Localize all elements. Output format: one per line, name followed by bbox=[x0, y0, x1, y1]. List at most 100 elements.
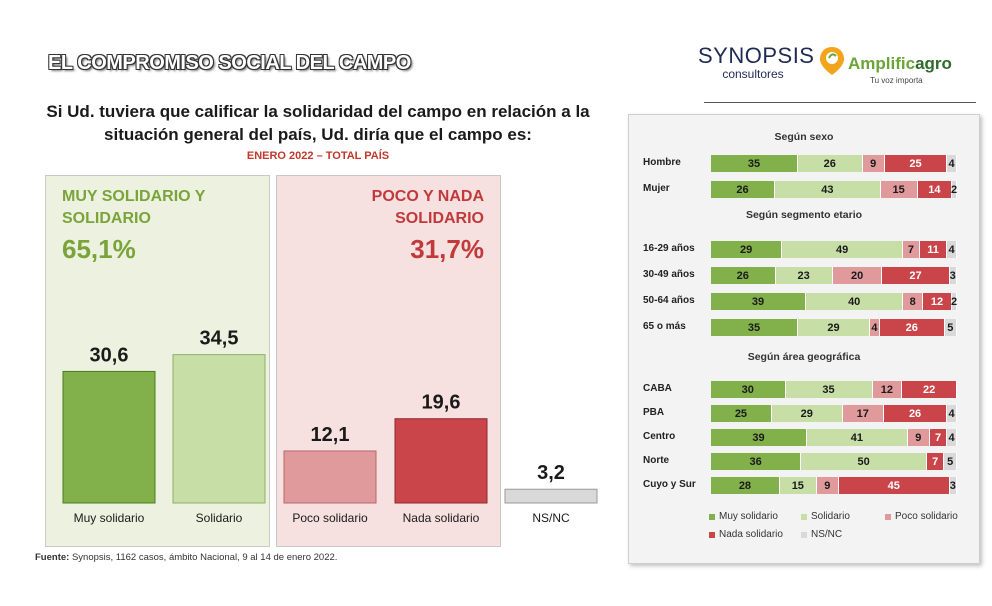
bar-segment-nada-solidario: 25 bbox=[884, 155, 948, 172]
legend-swatch bbox=[801, 531, 807, 538]
positive-group-label: MUY SOLIDARIO Y SOLIDARIO bbox=[62, 188, 206, 227]
category-label: Solidario bbox=[196, 511, 243, 525]
bar-poco-solidario bbox=[283, 450, 377, 504]
bar-segment-poco-solidario: 20 bbox=[832, 267, 883, 284]
category-label: Muy solidario bbox=[74, 511, 145, 525]
bar-segment-solidario: 15 bbox=[779, 477, 817, 494]
bar-segment-muy-solidario: 28 bbox=[711, 477, 780, 494]
positive-group-total: 65,1% bbox=[62, 234, 136, 264]
breakdown-row: 30-49 años 26 23 20 27 3 bbox=[643, 267, 973, 284]
bar-segment-muy-solidario: 30 bbox=[711, 381, 786, 398]
synopsis-logo: SYNOPSIS consultores bbox=[698, 43, 815, 81]
legend-item: NS/NC bbox=[801, 529, 842, 540]
bar-value-label: 12,1 bbox=[311, 424, 350, 446]
bar-segment-solidario: 26 bbox=[797, 155, 863, 172]
legend-item: Nada solidario bbox=[709, 529, 783, 540]
bar-segment-solidario: 29 bbox=[771, 405, 843, 422]
bar-segment-nada-solidario: 26 bbox=[883, 405, 948, 422]
legend-item: Poco solidario bbox=[885, 511, 958, 522]
stacked-bar: 39 40 8 12 2 bbox=[711, 293, 957, 310]
breakdown-row: 50-64 años 39 40 8 12 2 bbox=[643, 293, 973, 310]
location-pin-icon bbox=[820, 47, 844, 75]
bar-segment-poco-solidario: 15 bbox=[880, 181, 918, 198]
bar-segment-nada-solidario: 22 bbox=[902, 381, 957, 398]
bar-segment-nada-solidario: 27 bbox=[882, 267, 950, 284]
source-note: Fuente: Synopsis, 1162 casos, ámbito Nac… bbox=[35, 552, 338, 563]
bar-segment-nada-solidario: 7 bbox=[929, 429, 948, 446]
survey-subtitle: ENERO 2022 – TOTAL PAÍS bbox=[246, 150, 390, 162]
row-label: Hombre bbox=[643, 157, 681, 168]
bar-segment-solidario: 50 bbox=[801, 453, 927, 470]
row-label: Cuyo y Sur bbox=[643, 479, 696, 490]
row-label: Centro bbox=[643, 431, 676, 442]
bar-segment-nada-solidario: 12 bbox=[922, 293, 953, 310]
category-label: Nada solidario bbox=[403, 511, 480, 525]
breakdown-row: PBA 25 29 17 26 4 bbox=[643, 405, 973, 422]
legend-swatch bbox=[709, 513, 715, 520]
bar-segment-poco-solidario: 9 bbox=[862, 155, 885, 172]
bar-segment-muy-solidario: 35 bbox=[711, 155, 798, 172]
legend-label: Muy solidario bbox=[719, 511, 778, 522]
amplificagro-tagline: Tu voz importa bbox=[870, 76, 923, 85]
bar-segment-solidario: 29 bbox=[797, 319, 871, 336]
bar-segment-poco-solidario: 7 bbox=[902, 241, 921, 258]
legend-label: NS/NC bbox=[811, 529, 843, 540]
bar-segment-solidario: 49 bbox=[782, 241, 903, 258]
breakdown-row: Centro 39 41 9 7 4 bbox=[643, 429, 973, 446]
bar-segment-muy-solidario: 35 bbox=[711, 319, 798, 336]
bar-segment-ns-nc: 4 bbox=[947, 405, 957, 422]
row-label: 65 o más bbox=[643, 321, 686, 332]
bar-solidario bbox=[172, 354, 266, 504]
bar-segment-muy-solidario: 39 bbox=[711, 293, 806, 310]
row-label: 30-49 años bbox=[643, 269, 695, 280]
bar-segment-solidario: 43 bbox=[774, 181, 881, 198]
bar-segment-nada-solidario: 14 bbox=[917, 181, 953, 198]
breakdown-row: Norte 36 50 7 5 bbox=[643, 453, 973, 470]
amplificagro-logo-text: Amplificagro bbox=[848, 54, 952, 73]
bar-value-label: 3,2 bbox=[537, 462, 565, 484]
section-title: Según sexo bbox=[774, 131, 834, 143]
bar-segment-nada-solidario: 45 bbox=[838, 477, 950, 494]
bar-segment-muy-solidario: 25 bbox=[711, 405, 772, 422]
stacked-bar: 29 49 7 11 4 bbox=[711, 241, 957, 258]
legend-swatch bbox=[885, 513, 891, 520]
row-label: CABA bbox=[643, 383, 672, 394]
category-label: Poco solidario bbox=[292, 511, 368, 525]
negative-group-label: POCO Y NADA SOLIDARIO bbox=[371, 188, 484, 227]
bar-segment-nada-solidario: 7 bbox=[926, 453, 945, 470]
bar-segment-nada-solidario: 11 bbox=[920, 241, 948, 258]
bar-ns-nc bbox=[504, 488, 598, 504]
row-label: 16-29 años bbox=[643, 243, 695, 254]
breakdown-panel: Muy solidario Solidario Poco solidario Nada… bbox=[628, 114, 980, 564]
legend-item: Muy solidario bbox=[709, 511, 778, 522]
survey-question: Si Ud. tuviera que calificar la solidari… bbox=[46, 102, 590, 144]
synopsis-logo-text: SYNOPSIS bbox=[698, 43, 815, 68]
bar-muy-solidario bbox=[62, 370, 156, 504]
bar-nada-solidario bbox=[394, 418, 488, 504]
breakdown-row: Cuyo y Sur 28 15 9 45 3 bbox=[643, 477, 973, 494]
bar-segment-nada-solidario: 26 bbox=[879, 319, 945, 336]
legend-label: Poco solidario bbox=[895, 511, 958, 522]
bar-segment-muy-solidario: 26 bbox=[711, 181, 775, 198]
breakdown-row: Mujer 26 43 15 14 2 bbox=[643, 181, 973, 198]
legend-label: Solidario bbox=[811, 511, 850, 522]
stacked-bar: 35 29 4 26 5 bbox=[711, 319, 957, 336]
bar-segment-solidario: 40 bbox=[805, 293, 904, 310]
legend-item: Solidario bbox=[801, 511, 850, 522]
bar-segment-ns-nc: 4 bbox=[947, 155, 957, 172]
row-label: Norte bbox=[643, 455, 670, 466]
stacked-bar: 35 26 9 25 4 bbox=[711, 155, 957, 172]
stacked-bar: 30 35 12 22 bbox=[711, 381, 957, 398]
bar-value-label: 30,6 bbox=[90, 344, 129, 366]
bar-segment-ns-nc: 2 bbox=[951, 181, 957, 198]
bar-segment-ns-nc: 4 bbox=[947, 241, 957, 258]
stacked-bar: 26 23 20 27 3 bbox=[711, 267, 957, 284]
bar-segment-muy-solidario: 26 bbox=[711, 267, 776, 284]
row-label: PBA bbox=[643, 407, 665, 418]
bar-segment-solidario: 23 bbox=[775, 267, 833, 284]
bar-segment-ns-nc: 5 bbox=[944, 453, 957, 470]
main-bar-chart: 30,6 Muy solidario 34,5 Solidario 12,1 Poco s… bbox=[62, 328, 598, 525]
legend-swatch bbox=[709, 531, 715, 538]
breakdown-row: Hombre 35 26 9 25 4 bbox=[643, 155, 973, 172]
bar-segment-muy-solidario: 29 bbox=[711, 241, 783, 258]
